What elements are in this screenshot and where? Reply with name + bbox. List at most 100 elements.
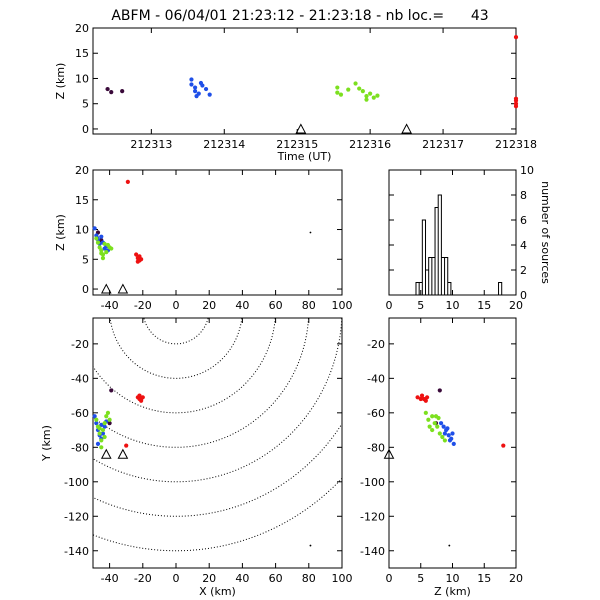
x-height-frame xyxy=(92,169,343,296)
histogram-ytick-label: 6 xyxy=(520,214,527,227)
z-y-view-ytick-label: -60 xyxy=(367,407,385,420)
x-height-xtick-label: -20 xyxy=(134,299,152,312)
time-height-point-green xyxy=(364,97,369,102)
plan-view-point-blue xyxy=(99,422,104,427)
z-y-view-point-blue xyxy=(445,426,450,431)
z-y-view-xlabel: Z (km) xyxy=(434,585,471,598)
plan-view-ytick-label: -20 xyxy=(71,338,89,351)
plan-view-ylabel: Y (km) xyxy=(40,425,53,462)
z-y-view-point-blue xyxy=(438,421,444,426)
plan-view-ytick-label: -80 xyxy=(71,441,89,454)
plan-view-point-green xyxy=(102,421,107,426)
x-height-station-triangle xyxy=(117,283,129,294)
plan-view-frame xyxy=(92,317,343,569)
z-y-view-xtick-label: 10 xyxy=(446,572,460,585)
plan-view-xtick-label: 80 xyxy=(302,572,316,585)
z-y-view-xtick-label: 0 xyxy=(386,572,393,585)
x-height-xtick-label: -40 xyxy=(101,299,119,312)
x-height-point-green xyxy=(100,255,106,261)
time-height-point-green xyxy=(338,92,344,97)
plan-view-point-blue xyxy=(102,424,107,429)
time-height-panel: 212313 212314 212315 212316 212317 212318 0 5 10… xyxy=(54,22,537,163)
histogram-xtick-label: 5 xyxy=(417,299,424,312)
z-y-view-point-blue xyxy=(451,441,456,446)
x-height-point-green xyxy=(102,241,107,246)
time-height-point-red xyxy=(513,34,519,40)
time-height-station-triangle xyxy=(295,123,307,134)
time-height-ytick-label: 15 xyxy=(75,47,89,60)
histogram-bar xyxy=(441,258,444,296)
time-height-point-blue xyxy=(189,77,194,82)
histogram-ylabel: number of sources xyxy=(539,181,552,284)
time-height-xtick-label: 212318 xyxy=(495,138,537,151)
plan-view-point-green xyxy=(102,434,107,440)
plan-view-station-triangle xyxy=(100,448,112,459)
time-height-point-blue xyxy=(203,86,209,92)
plan-view-point-red xyxy=(140,395,145,400)
plan-view-ytick-label: -60 xyxy=(71,407,89,420)
x-height-station-triangle xyxy=(100,283,112,294)
time-height-xtick-label: 212317 xyxy=(422,138,464,151)
time-height-point-red xyxy=(513,96,519,101)
plan-view-point-black xyxy=(309,544,312,547)
x-height-xtick-label: 20 xyxy=(202,299,216,312)
plan-view-point-purple xyxy=(109,388,114,393)
z-y-view-point-green xyxy=(430,427,435,433)
z-y-view-point-red xyxy=(423,398,428,403)
z-y-view-ytick-label: -80 xyxy=(367,441,385,454)
time-height-point-purple xyxy=(120,88,125,94)
histogram-bar xyxy=(432,258,435,296)
time-height-point-green xyxy=(360,88,365,94)
z-y-view-station-triangle xyxy=(383,448,395,459)
x-height-ytick-label: 15 xyxy=(75,194,89,207)
plan-view-panel: -40 -20 0 20 40 60 80 100 -140 -120 -100 -80 -60 -40 -… xyxy=(40,317,353,598)
histogram-bar xyxy=(429,258,432,296)
time-height-point-green xyxy=(375,93,380,98)
time-height-point-green xyxy=(368,91,373,96)
plan-view-point-red xyxy=(124,443,129,448)
x-height-point-red xyxy=(134,252,139,257)
time-height-xtick-label: 212313 xyxy=(130,138,172,151)
time-height-ytick-label: 5 xyxy=(82,98,89,111)
histogram-xtick-label: 20 xyxy=(509,299,523,312)
histogram-bar xyxy=(445,258,448,296)
plan-view-point-purple xyxy=(107,421,112,426)
plan-view-xtick-label: 40 xyxy=(235,572,249,585)
z-y-view-ytick-label: -40 xyxy=(367,372,385,385)
z-y-view-point-blue xyxy=(441,424,446,429)
time-height-xtick-label: 212314 xyxy=(203,138,245,151)
plan-view-xtick-label: -20 xyxy=(134,572,152,585)
z-y-view-point-red xyxy=(415,395,420,400)
x-height-xtick-label: 80 xyxy=(302,299,316,312)
z-y-view-point-blue xyxy=(447,438,453,443)
time-height-point-purple xyxy=(105,86,110,92)
x-height-ytick-label: 10 xyxy=(75,224,89,237)
z-y-view-point-red xyxy=(501,443,506,448)
time-height-ytick-label: 0 xyxy=(82,123,89,136)
x-height-xtick-label: 40 xyxy=(235,299,249,312)
time-height-point-green xyxy=(364,94,369,99)
range-circles xyxy=(93,318,342,552)
plan-view-xtick-label: -40 xyxy=(101,572,119,585)
plan-view-point-green xyxy=(99,445,104,450)
time-height-point-green xyxy=(371,95,376,100)
plan-view-point-green xyxy=(100,427,106,433)
x-height-point-green xyxy=(95,240,101,245)
z-y-view-point-blue xyxy=(446,433,451,438)
plan-view-xlabel: X (km) xyxy=(199,585,236,598)
plan-view-point-green xyxy=(99,438,104,443)
plan-view-point-green xyxy=(94,417,99,422)
time-height-point-blue xyxy=(193,88,198,94)
z-y-view-xtick-label: 5 xyxy=(417,572,424,585)
time-height-point-blue xyxy=(193,85,198,90)
z-y-view-point-green xyxy=(440,434,445,440)
plan-view-ytick-label: -140 xyxy=(64,545,89,558)
x-height-point-blue xyxy=(99,234,104,239)
time-height-ytick-label: 20 xyxy=(75,22,89,35)
time-height-point-green xyxy=(353,81,358,86)
x-height-point-red xyxy=(125,179,130,185)
x-height-point-green xyxy=(94,236,99,241)
figure-title: ABFM - 06/04/01 21:23:12 - 21:23:18 - nb… xyxy=(111,8,488,24)
